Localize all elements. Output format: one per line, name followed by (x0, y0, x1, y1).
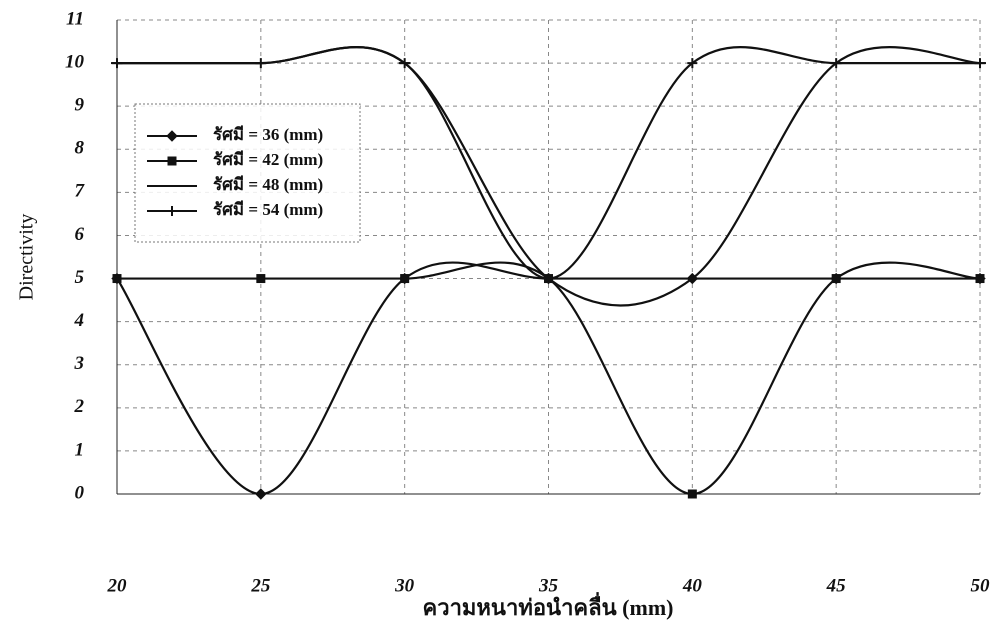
x-tick-label: 45 (826, 575, 847, 596)
marker (687, 489, 697, 499)
legend-label: รัศมี = 48 (mm) (213, 174, 323, 194)
legend-label: รัศมี = 54 (mm) (213, 199, 323, 219)
x-axis-label: ความหนาท่อนำคลื่น (mm) (423, 591, 674, 620)
x-tick-label: 30 (394, 575, 415, 596)
y-tick-label: 4 (74, 310, 85, 331)
legend-marker (167, 156, 177, 166)
legend-box (134, 103, 361, 243)
marker (975, 274, 985, 284)
series-line (116, 261, 980, 496)
y-tick-label: 11 (66, 8, 84, 29)
y-axis-label: Directivity (16, 214, 38, 301)
y-tick-label: 2 (74, 396, 85, 417)
legend-label: รัศมี = 36 (mm) (213, 124, 323, 144)
y-tick-label: 5 (75, 267, 85, 288)
legend-marker (167, 206, 177, 216)
marker (400, 274, 410, 284)
marker (543, 273, 554, 284)
y-tick-label: 0 (75, 482, 85, 503)
marker (831, 274, 841, 284)
marker (112, 58, 122, 69)
y-tick-label: 1 (75, 439, 85, 460)
y-tick-label: 7 (75, 181, 86, 202)
marker (687, 58, 698, 69)
y-tick-label: 6 (75, 224, 85, 245)
x-tick-label: 35 (538, 575, 559, 596)
marker (255, 58, 266, 69)
marker (975, 58, 985, 69)
y-tick-label: 8 (75, 138, 85, 159)
x-tick-label: 50 (971, 575, 991, 596)
marker (256, 274, 266, 284)
y-tick-label: 10 (65, 51, 85, 72)
marker (112, 274, 122, 284)
series-line (116, 261, 981, 496)
marker (399, 58, 410, 69)
x-tick-label: 40 (682, 575, 703, 596)
marker (255, 488, 267, 500)
y-tick-label: 3 (74, 353, 85, 374)
marker (831, 58, 842, 69)
y-tick-label: 9 (75, 95, 85, 116)
legend-marker (166, 130, 178, 142)
legend-label: รัศมี = 42 (mm) (213, 149, 323, 169)
x-tick-label: 25 (250, 575, 271, 596)
x-tick-label: 20 (107, 575, 128, 596)
